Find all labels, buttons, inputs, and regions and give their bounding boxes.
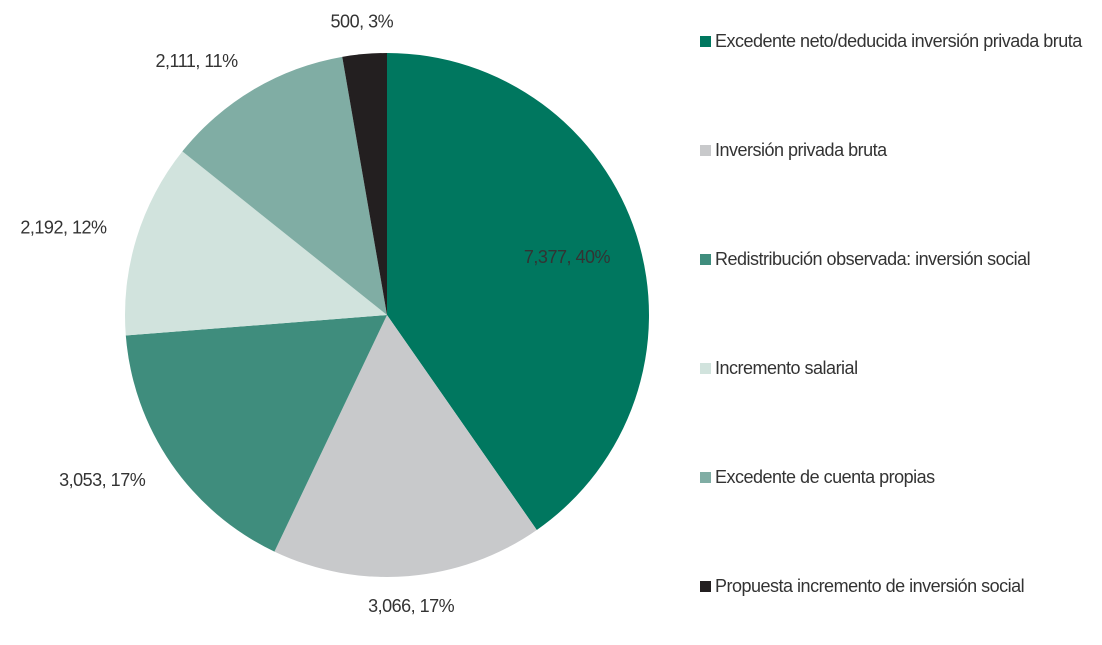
data-label: 3,053, 17% [59, 470, 146, 490]
legend-label: Inversión privada bruta [715, 140, 887, 160]
pie-slice [342, 53, 387, 315]
legend-label: Excedente neto/deducida inversión privad… [715, 31, 1082, 51]
legend-swatch [700, 36, 711, 47]
legend-label: Propuesta incremento de inversión social [715, 576, 1025, 596]
legend: Excedente neto/deducida inversión privad… [700, 0, 1100, 645]
legend-entry: Incremento salarial [700, 357, 1095, 379]
data-label: 2,111, 11% [156, 51, 239, 71]
pie-slice [274, 315, 537, 578]
data-label: 500, 3% [331, 11, 394, 31]
legend-label: Incremento salarial [715, 358, 858, 378]
pie-slice [387, 53, 649, 530]
legend-swatch [700, 363, 711, 374]
legend-swatch [700, 145, 711, 156]
legend-swatch [700, 581, 711, 592]
data-label: 3,066, 17% [368, 596, 455, 616]
legend-entry: Propuesta incremento de inversión social [700, 575, 1095, 597]
legend-swatch [700, 254, 711, 265]
pie-slice [125, 151, 387, 336]
legend-entry: Excedente neto/deducida inversión privad… [700, 30, 1095, 52]
legend-label: Excedente de cuenta propias [715, 467, 935, 487]
legend-swatch [700, 472, 711, 483]
legend-entry: Excedente de cuenta propias [700, 466, 1095, 488]
chart: 7,377, 40% 3,066, 17% 3,053, 17% 2,192, 12%… [20, 11, 649, 616]
data-label: 2,192, 12% [20, 218, 107, 238]
legend-label: Redistribución observada: inversión soci… [715, 249, 1031, 269]
pie-slice [182, 56, 387, 315]
legend-entry: Redistribución observada: inversión soci… [700, 248, 1095, 270]
data-label: 7,377, 40% [524, 247, 611, 267]
legend-entry: Inversión privada bruta [700, 139, 1095, 161]
pie-slice [125, 315, 387, 552]
